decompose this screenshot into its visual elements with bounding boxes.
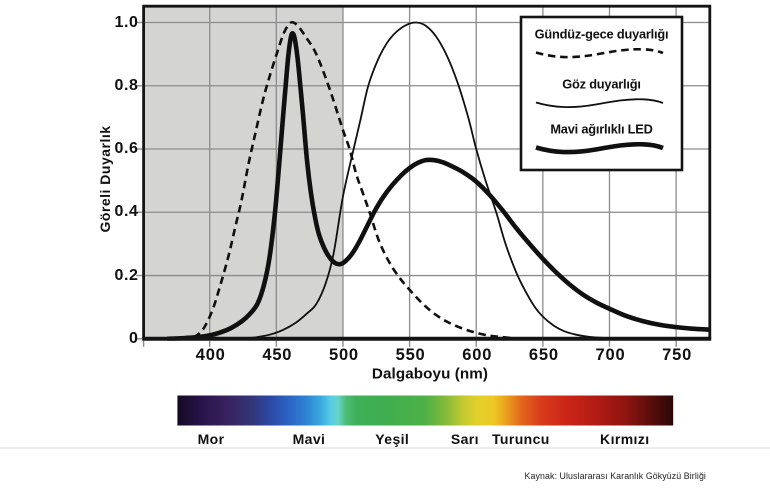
- spectrum-bar: [177, 395, 674, 426]
- spectrum-label-sarı: Sarı: [450, 430, 479, 447]
- y-tick-label-0.8: 0.8: [114, 76, 139, 94]
- spectrum-label-mor: Mor: [197, 430, 225, 447]
- plot-frame: [142, 4, 712, 339]
- legend-sample-thin: [535, 98, 664, 108]
- curve-thick: [166, 31, 710, 341]
- x-tick-label-600: 600: [462, 346, 493, 364]
- shaded-band: [143, 6, 343, 339]
- spectrum-label-yeşil: Yeşil: [375, 430, 410, 447]
- x-tick-label-650: 650: [528, 346, 559, 364]
- y-axis-title: Göreli Duyarlık: [97, 125, 113, 233]
- x-tick-label-400: 400: [195, 346, 226, 364]
- legend-label-1: Gündüz-gece duyarlığı: [534, 26, 669, 42]
- y-tick-label-0.4: 0.4: [114, 203, 139, 221]
- curve-dashed: [192, 20, 514, 340]
- tick-marks: [136, 21, 677, 347]
- y-tick-label-0.2: 0.2: [114, 266, 139, 284]
- y-tick-label-0: 0: [129, 329, 139, 347]
- x-tick-label-500: 500: [328, 346, 359, 364]
- y-tick-label-1.0: 1.0: [114, 13, 139, 31]
- curve-thin: [246, 21, 710, 340]
- x-axis-title: Dalgaboyu (nm): [371, 365, 489, 383]
- x-tick-label-450: 450: [262, 346, 293, 364]
- legend-sample-thick: [535, 141, 664, 155]
- spectrum-label-mavi: Mavi: [292, 430, 326, 447]
- y-tick-label-0.6: 0.6: [114, 140, 139, 158]
- spectrum-label-turuncu: Turuncu: [491, 430, 550, 447]
- legend-sample-dashed: [535, 47, 664, 59]
- source-caption: Kaynak: Uluslararası Karanlık Gökyüzü Bi…: [524, 471, 706, 481]
- x-tick-label-550: 550: [395, 346, 426, 364]
- x-tick-label-750: 750: [662, 346, 693, 364]
- curves: [166, 20, 710, 341]
- legend-label-2: Göz duyarlığı: [562, 76, 641, 92]
- spectrum-label-kırmızı: Kırmızı: [600, 430, 650, 447]
- legend-label-3: Mavi ağırlıklı LED: [550, 121, 653, 137]
- x-tick-label-700: 700: [595, 346, 626, 364]
